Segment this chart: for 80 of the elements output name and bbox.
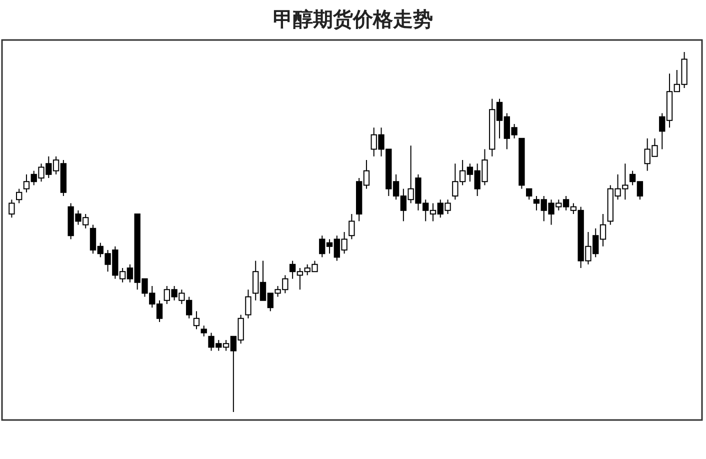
- candlestick: [622, 163, 628, 200]
- candlestick: [556, 199, 562, 211]
- candlestick: [570, 202, 577, 214]
- candlestick: [644, 138, 650, 172]
- candlestick: [370, 127, 377, 157]
- candlestick: [652, 138, 658, 157]
- candlestick: [482, 148, 488, 186]
- candlestick: [400, 188, 407, 222]
- candlestick: [540, 196, 547, 222]
- candlestick: [548, 199, 554, 226]
- candlestick: [437, 199, 444, 218]
- candlestick: [282, 274, 288, 294]
- candlestick: [16, 188, 22, 204]
- candlestick: [274, 286, 281, 298]
- candlestick: [592, 228, 599, 258]
- candlestick: [90, 224, 96, 254]
- candlestick: [200, 325, 207, 337]
- candlestick: [614, 174, 621, 200]
- candlestick: [238, 314, 244, 344]
- candlestick: [260, 260, 266, 301]
- candlestick: [466, 163, 474, 182]
- candlestick: [474, 163, 480, 196]
- candlestick: [444, 199, 451, 214]
- candlestick: [312, 260, 318, 272]
- candlestick: [636, 181, 644, 200]
- candlestick: [600, 214, 606, 247]
- candlestick: [82, 214, 89, 229]
- candlestick: [334, 235, 340, 262]
- candlestick: [422, 199, 429, 222]
- candlestick: [629, 170, 636, 186]
- candlestick: [252, 260, 259, 301]
- candlestick: [430, 202, 436, 222]
- candlestick: [230, 336, 237, 412]
- candlestick: [392, 174, 400, 200]
- candlestick: [142, 278, 148, 298]
- candlestick: [119, 268, 126, 283]
- candlestick: [186, 296, 192, 319]
- candlestick: [30, 170, 37, 186]
- candlestick: [171, 286, 178, 301]
- candlestick: [674, 70, 680, 92]
- candlestick: [149, 286, 156, 308]
- candlestick: [104, 250, 111, 272]
- candlestick: [341, 232, 348, 254]
- candlestick: [533, 196, 540, 211]
- candlestick: [156, 300, 163, 322]
- candlestick: [75, 210, 82, 226]
- candlestick: [378, 127, 384, 157]
- candlestick: [363, 160, 370, 190]
- candlestick: [496, 98, 503, 139]
- candlestick: [222, 340, 230, 352]
- candlestick: [289, 260, 296, 280]
- candlestick: [326, 238, 333, 254]
- candlestick: [8, 199, 15, 218]
- candlestick: [52, 156, 60, 175]
- candlestick: [216, 340, 222, 352]
- candlestick: [46, 156, 52, 178]
- candlestick: [38, 163, 44, 182]
- candlestick: [296, 268, 304, 290]
- candlestick: [408, 145, 414, 204]
- candlestick: [319, 235, 326, 258]
- candlestick: [178, 289, 185, 304]
- candlestick: [459, 160, 466, 186]
- candlestick: [526, 188, 532, 200]
- candlestick: [659, 112, 666, 150]
- candlestick: [245, 289, 252, 319]
- candlestick: [304, 264, 310, 276]
- candlestick: [126, 264, 134, 283]
- candlestick: [562, 196, 570, 211]
- candlestick: [97, 242, 104, 258]
- candlestick: [504, 112, 510, 150]
- candlestick: [193, 310, 200, 330]
- title: 甲醇期货价格走势: [273, 7, 433, 31]
- candlestick: [585, 232, 592, 265]
- candlestick: [452, 163, 458, 200]
- candlestick: [23, 174, 30, 193]
- candlestick: [348, 214, 355, 240]
- candlestick: [511, 124, 518, 139]
- candlestick: [208, 332, 214, 352]
- candlestick: [267, 292, 274, 312]
- candlestick: [164, 286, 170, 304]
